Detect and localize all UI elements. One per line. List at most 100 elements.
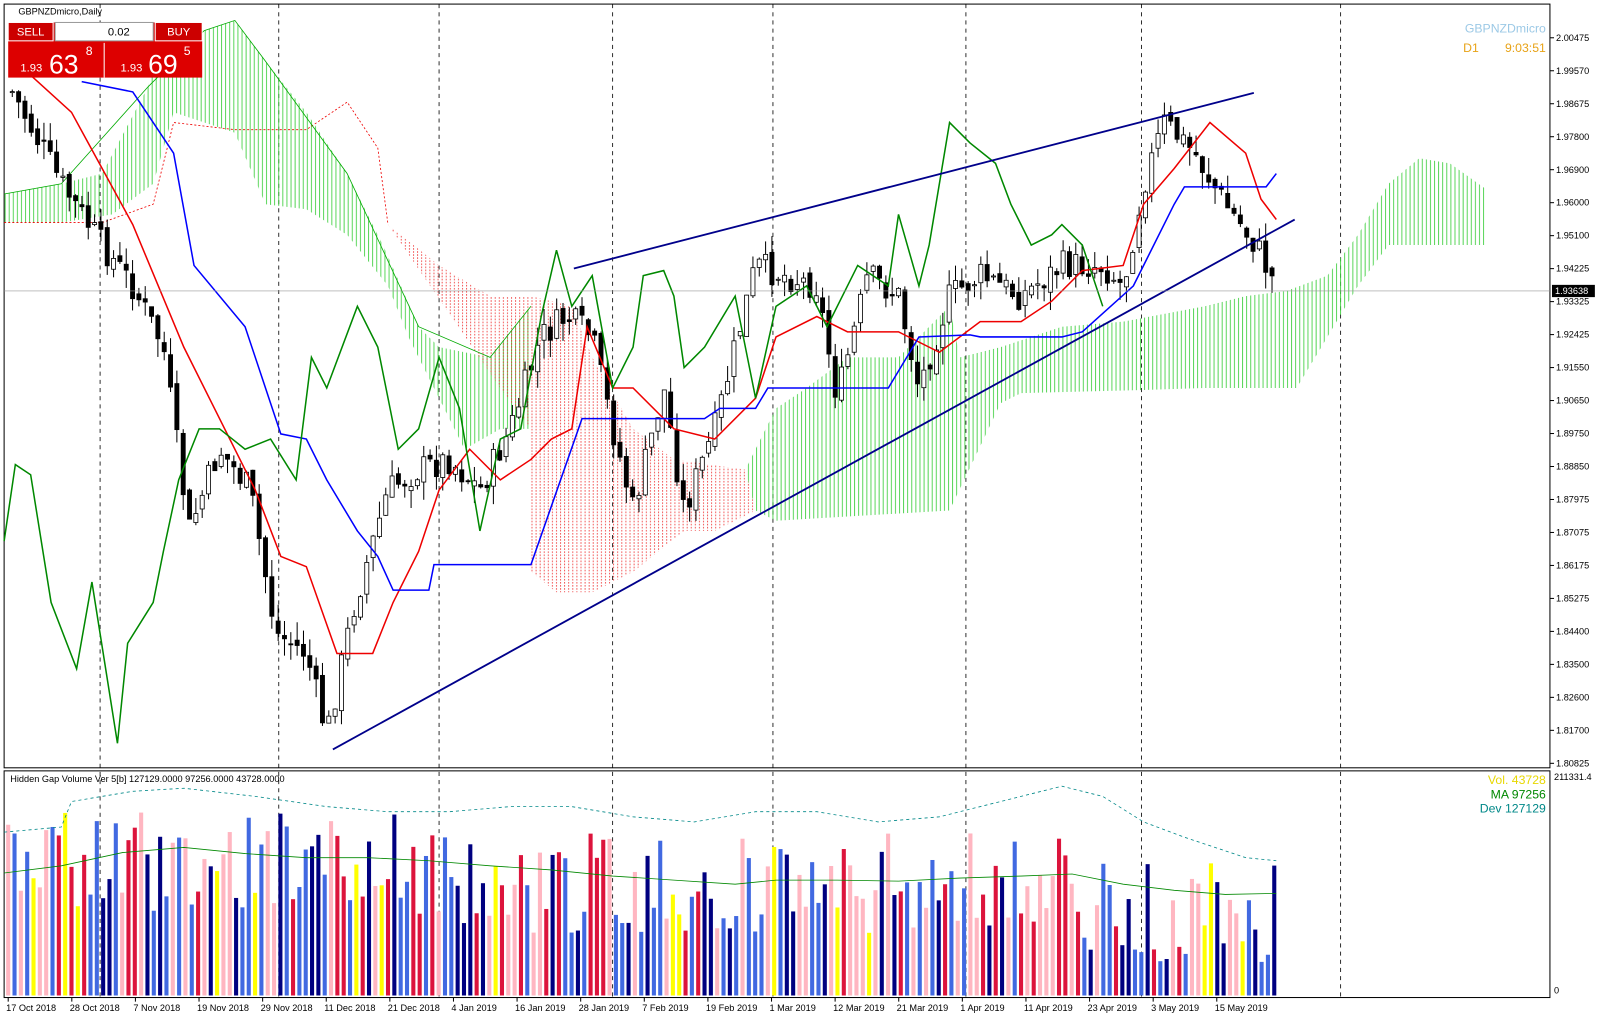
time-label: 7 Nov 2018 bbox=[133, 1003, 180, 1013]
volume-bar bbox=[1265, 954, 1270, 996]
volume-bar bbox=[784, 854, 789, 996]
volume-bar bbox=[765, 866, 770, 996]
volume-bar bbox=[170, 842, 175, 996]
candle-body bbox=[1149, 152, 1155, 194]
volume-bar bbox=[1202, 925, 1207, 996]
sell-text[interactable]: SELL bbox=[17, 27, 44, 39]
candle-body bbox=[535, 344, 541, 373]
volume-bar bbox=[1075, 911, 1081, 996]
price-label: 1.80825 bbox=[1556, 758, 1589, 768]
candle-body bbox=[1010, 283, 1015, 298]
candle-body bbox=[699, 456, 705, 471]
timeframe: D1 bbox=[1463, 41, 1479, 55]
lot-input[interactable] bbox=[54, 21, 154, 42]
candle-body bbox=[946, 284, 952, 323]
volume-bar bbox=[132, 827, 137, 996]
candle-body bbox=[370, 535, 376, 559]
candle-body bbox=[130, 273, 136, 300]
chikou-span bbox=[3, 120, 1104, 744]
candle-body bbox=[395, 473, 401, 485]
volume-bar bbox=[721, 918, 726, 996]
volume-bar bbox=[911, 927, 916, 996]
volume-bar bbox=[778, 849, 783, 996]
volume-bar bbox=[1082, 937, 1087, 996]
volume-bar bbox=[322, 874, 327, 996]
candle-body bbox=[92, 222, 98, 225]
volume-bar bbox=[569, 932, 574, 996]
candle-body bbox=[984, 264, 990, 282]
volume-bar bbox=[544, 908, 549, 996]
candle-body bbox=[1085, 273, 1091, 277]
candle-body bbox=[225, 453, 230, 460]
candle-body bbox=[1092, 267, 1098, 274]
candle-body bbox=[921, 369, 927, 389]
lot-value[interactable]: 0.02 bbox=[108, 27, 130, 39]
volume-bar bbox=[898, 891, 903, 996]
time-label: 7 Feb 2019 bbox=[642, 1003, 688, 1013]
candle-body bbox=[642, 448, 648, 496]
candle-body bbox=[218, 454, 224, 467]
senkou-a bbox=[4, 19, 532, 358]
sell-button[interactable] bbox=[7, 21, 54, 42]
volume-bar bbox=[366, 841, 372, 996]
volume-bar bbox=[563, 858, 568, 996]
volume-bar bbox=[423, 855, 429, 996]
candle-body bbox=[187, 489, 192, 520]
candle-body bbox=[554, 309, 560, 339]
volume-bar bbox=[1253, 929, 1258, 996]
candle-body bbox=[1060, 250, 1066, 274]
buy-text[interactable]: BUY bbox=[167, 27, 191, 39]
volume-bar bbox=[493, 866, 498, 996]
candle-body bbox=[1193, 151, 1199, 156]
volume-bar bbox=[924, 907, 929, 996]
bar-timer: 9:03:51 bbox=[1505, 41, 1546, 55]
volume-bar bbox=[848, 865, 853, 996]
candle-body bbox=[820, 297, 826, 314]
price-label: 1.93325 bbox=[1556, 297, 1589, 307]
volume-bar bbox=[1208, 863, 1214, 996]
buy-button[interactable] bbox=[154, 21, 203, 42]
volume-bar bbox=[1259, 961, 1264, 996]
time-label: 21 Mar 2019 bbox=[897, 1003, 949, 1013]
volume-bar bbox=[107, 879, 112, 996]
time-label: 11 Dec 2018 bbox=[324, 1003, 375, 1013]
candle-body bbox=[687, 498, 693, 508]
volume-bar bbox=[702, 872, 707, 996]
candle-body bbox=[402, 483, 408, 487]
volume-bar bbox=[253, 892, 258, 996]
price-label: 2.00475 bbox=[1556, 33, 1589, 43]
candle-body bbox=[301, 643, 306, 657]
candle-body bbox=[807, 272, 813, 298]
volume-bar bbox=[44, 830, 49, 996]
candle-body bbox=[1029, 285, 1034, 296]
volume-bar bbox=[1158, 961, 1163, 996]
volume-bar bbox=[867, 932, 872, 996]
volume-bar bbox=[208, 866, 213, 996]
candle-body bbox=[832, 356, 838, 398]
volume-bar bbox=[575, 930, 580, 996]
candle-body bbox=[1263, 240, 1269, 273]
candle-body bbox=[1016, 291, 1022, 310]
volume-bar bbox=[189, 904, 194, 996]
candle-body bbox=[902, 289, 908, 330]
time-label: 28 Jan 2019 bbox=[579, 1003, 630, 1013]
volume-bar bbox=[234, 897, 239, 996]
volume-bar bbox=[1019, 913, 1024, 996]
volume-bar bbox=[164, 896, 169, 996]
candle-body bbox=[763, 253, 769, 261]
volume-bar bbox=[139, 812, 144, 996]
candle-body bbox=[630, 486, 636, 498]
volume-bar bbox=[56, 835, 61, 996]
candle-body bbox=[1231, 207, 1237, 214]
price-label: 1.81700 bbox=[1556, 725, 1589, 735]
volume-bar bbox=[974, 917, 979, 996]
candle-body bbox=[446, 455, 452, 475]
candle-body bbox=[389, 475, 395, 498]
buy-frac: 5 bbox=[184, 44, 191, 58]
price-label: 1.96900 bbox=[1556, 165, 1589, 175]
candle-body bbox=[1041, 285, 1047, 289]
volume-bar bbox=[1196, 883, 1201, 996]
candle-body bbox=[1155, 133, 1161, 149]
volume-bar bbox=[259, 844, 264, 996]
